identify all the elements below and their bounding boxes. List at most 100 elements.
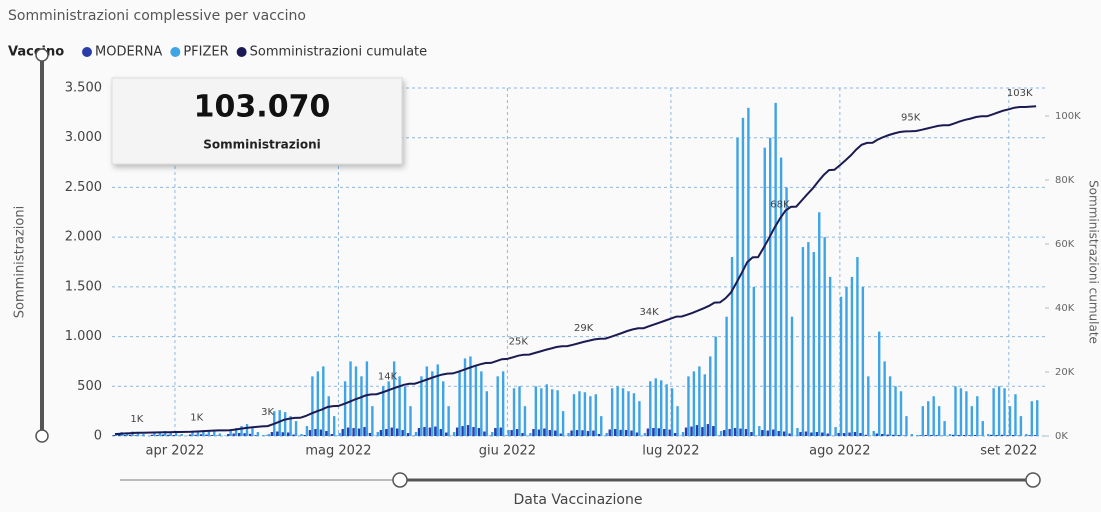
bar bbox=[254, 435, 257, 436]
x-tick-label: lug 2022 bbox=[642, 444, 699, 459]
bar bbox=[624, 430, 628, 436]
bar bbox=[556, 390, 559, 436]
bar bbox=[687, 376, 690, 436]
bar bbox=[474, 366, 478, 436]
bar bbox=[150, 434, 154, 436]
bar bbox=[283, 412, 287, 436]
bar bbox=[572, 394, 576, 436]
slider-handle[interactable] bbox=[392, 472, 408, 488]
bar bbox=[627, 391, 630, 436]
bar bbox=[668, 429, 671, 436]
bar bbox=[161, 434, 165, 436]
bar bbox=[218, 433, 221, 436]
bar bbox=[442, 381, 445, 436]
bar bbox=[859, 433, 862, 436]
bar bbox=[439, 429, 442, 436]
bar bbox=[657, 428, 660, 436]
bar bbox=[118, 434, 121, 436]
bar bbox=[968, 435, 971, 436]
bar bbox=[494, 428, 497, 436]
bar bbox=[910, 434, 914, 436]
y2-tick-label: 80K bbox=[1055, 175, 1075, 186]
bar bbox=[992, 388, 995, 436]
bar bbox=[346, 427, 350, 436]
bar bbox=[409, 406, 412, 436]
bar bbox=[976, 396, 979, 436]
bar bbox=[649, 381, 652, 436]
bar bbox=[469, 356, 472, 436]
slider-handle[interactable] bbox=[35, 429, 49, 443]
bar bbox=[354, 366, 358, 436]
bar bbox=[554, 430, 557, 436]
bar bbox=[812, 252, 815, 436]
bar bbox=[853, 432, 857, 436]
slider-handle[interactable] bbox=[35, 48, 49, 62]
bar bbox=[684, 427, 688, 436]
bar bbox=[112, 435, 115, 436]
bar bbox=[243, 433, 246, 436]
bar bbox=[826, 433, 829, 436]
bar bbox=[790, 316, 794, 436]
bar bbox=[379, 430, 383, 436]
bar bbox=[709, 356, 712, 436]
bar bbox=[1000, 434, 1004, 436]
bar bbox=[349, 361, 352, 436]
bar bbox=[750, 432, 753, 436]
bar bbox=[289, 416, 292, 436]
bar bbox=[1028, 435, 1031, 436]
bar bbox=[891, 434, 895, 436]
bar bbox=[747, 107, 750, 436]
bar bbox=[943, 421, 946, 436]
bar bbox=[507, 430, 510, 436]
bar bbox=[973, 435, 977, 436]
card-background bbox=[111, 77, 403, 165]
bar bbox=[403, 386, 407, 436]
bar bbox=[954, 386, 957, 436]
bar bbox=[905, 416, 908, 436]
bar bbox=[703, 374, 706, 436]
bar bbox=[417, 428, 421, 436]
bar bbox=[619, 429, 622, 436]
y-axis-title: Somministrazioni bbox=[13, 206, 28, 318]
x-tick-label: ago 2022 bbox=[809, 444, 870, 459]
bar bbox=[663, 429, 666, 436]
data-label: 34K bbox=[639, 307, 659, 318]
x-tick-label: mag 2022 bbox=[305, 444, 371, 459]
data-label: 25K bbox=[509, 337, 529, 348]
legend-marker bbox=[170, 47, 181, 57]
data-label: 1K bbox=[130, 414, 143, 425]
bar bbox=[777, 431, 780, 436]
bar bbox=[774, 102, 777, 437]
bar bbox=[990, 434, 993, 436]
bar bbox=[589, 396, 592, 436]
bar bbox=[1011, 435, 1015, 436]
x-axis-title: Data Vaccinazione bbox=[514, 492, 643, 508]
bar bbox=[363, 427, 366, 436]
bar bbox=[483, 431, 486, 436]
bar bbox=[188, 434, 192, 436]
bar bbox=[559, 433, 562, 436]
bar bbox=[534, 386, 538, 436]
bar bbox=[1014, 394, 1017, 436]
bar bbox=[698, 366, 701, 436]
bar bbox=[610, 388, 614, 436]
bar bbox=[594, 394, 597, 436]
bar bbox=[1036, 400, 1039, 436]
bar bbox=[540, 388, 543, 436]
bar bbox=[608, 429, 611, 436]
bar bbox=[227, 434, 230, 436]
slider-handle[interactable] bbox=[1025, 472, 1041, 488]
bar bbox=[499, 427, 502, 436]
bar bbox=[496, 376, 499, 436]
bar bbox=[472, 427, 475, 436]
y2-tick-label: 100K bbox=[1055, 111, 1081, 122]
bar bbox=[343, 381, 347, 436]
bar bbox=[932, 396, 935, 436]
bar bbox=[153, 432, 156, 436]
bar bbox=[690, 426, 693, 436]
bar bbox=[368, 433, 372, 436]
bar bbox=[325, 431, 328, 436]
bar bbox=[300, 434, 303, 436]
bar bbox=[719, 431, 723, 436]
bar bbox=[392, 361, 396, 436]
